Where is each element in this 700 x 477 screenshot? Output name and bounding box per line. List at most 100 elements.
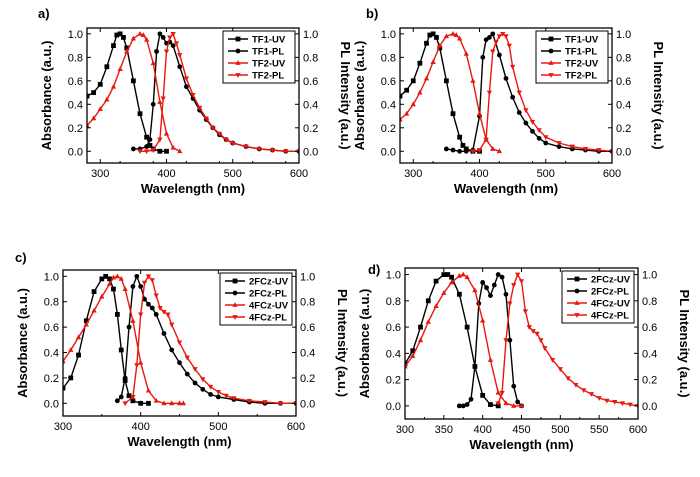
data-point — [457, 148, 463, 154]
data-point — [147, 142, 153, 148]
data-point — [464, 274, 470, 280]
legend-label: TF2-PL — [565, 71, 597, 82]
data-point — [569, 144, 575, 150]
y2-tick-label: 1.0 — [300, 271, 315, 283]
data-point — [609, 149, 612, 155]
data-point — [256, 146, 262, 152]
x-tick-label: 550 — [590, 424, 608, 436]
data-point — [117, 31, 123, 37]
data-point — [215, 394, 221, 400]
data-point — [443, 33, 450, 39]
data-point — [130, 284, 136, 289]
y-axis-title: Absorbance (a.u.) — [15, 288, 30, 398]
data-point — [76, 352, 81, 358]
chart-panel-1: a) 300 400 500 600 0.0 0.0 0.2 0.2 0.4 0.4 0.6 0.6 0.… — [38, 6, 353, 196]
y2-tick-label: 0.6 — [300, 322, 315, 334]
series-TF2-PL — [137, 31, 299, 155]
data-point — [160, 96, 166, 102]
data-point — [486, 90, 493, 96]
data-point — [97, 81, 103, 87]
data-point — [144, 144, 150, 149]
data-point — [103, 273, 109, 279]
data-point — [165, 312, 171, 318]
y-axis-title: Absorbance (a.u.) — [39, 41, 54, 151]
data-point — [503, 76, 509, 81]
data-point — [243, 144, 249, 150]
data-point — [192, 367, 198, 372]
y2-tick-label: 1.0 — [303, 29, 318, 41]
y2-tick-label: 0.4 — [300, 348, 315, 360]
data-point — [153, 397, 159, 403]
data-point — [470, 149, 476, 155]
data-point — [293, 401, 296, 407]
data-point — [157, 148, 163, 154]
x-axis-title: Wavelength (nm) — [469, 437, 573, 452]
data-point — [514, 272, 521, 278]
data-point — [490, 49, 496, 55]
data-point — [604, 398, 610, 404]
data-point — [114, 312, 120, 317]
data-point — [87, 93, 90, 99]
data-point — [573, 382, 579, 388]
data-point — [177, 148, 183, 154]
data-point — [200, 377, 206, 383]
x-tick-label: 600 — [290, 168, 308, 180]
legend-marker — [232, 302, 238, 307]
y2-tick-label: 0.0 — [616, 146, 631, 158]
data-point — [161, 400, 167, 406]
panel-label: a) — [38, 6, 50, 21]
data-point — [523, 120, 529, 126]
legend-label: TF1-UV — [252, 35, 286, 46]
data-point — [503, 34, 509, 40]
y-tick-label: 0.6 — [44, 322, 59, 334]
data-point — [549, 357, 556, 363]
y2-axis-title: PL Intensity (a.u.) — [651, 41, 666, 149]
data-point — [456, 291, 462, 297]
data-point — [518, 279, 525, 285]
data-point — [157, 99, 163, 104]
data-point — [425, 318, 431, 324]
legend-marker — [548, 48, 554, 54]
data-point — [91, 289, 97, 294]
data-point — [107, 276, 112, 282]
data-point — [491, 282, 497, 288]
legend-label: TF2-UV — [252, 59, 286, 70]
legend-marker — [548, 60, 554, 65]
data-point — [180, 400, 187, 406]
y-tick-label: 0.4 — [386, 348, 401, 360]
data-point — [405, 363, 408, 369]
series-TF2-PL — [470, 31, 612, 155]
data-point — [530, 128, 535, 134]
data-point — [434, 34, 439, 40]
data-point — [507, 301, 513, 307]
data-point — [430, 59, 436, 64]
data-point — [230, 141, 236, 146]
y2-tick-label: 0.0 — [300, 398, 315, 410]
data-point — [124, 48, 130, 54]
x-tick-label: 500 — [551, 424, 569, 436]
y2-tick-label: 0.6 — [642, 322, 657, 334]
series-line — [116, 274, 296, 404]
data-point — [503, 291, 509, 297]
data-point — [410, 353, 416, 358]
data-point — [231, 396, 237, 402]
data-point — [543, 135, 549, 141]
data-point — [472, 287, 478, 293]
y-tick-label: 0.6 — [68, 76, 83, 88]
data-point — [404, 87, 410, 93]
data-point — [157, 137, 163, 143]
legend-label: TF1-PL — [565, 47, 597, 58]
data-point — [464, 324, 470, 330]
data-point — [223, 393, 229, 399]
data-point — [526, 325, 532, 330]
data-point — [449, 274, 454, 280]
data-point — [177, 360, 182, 366]
data-point — [410, 78, 416, 84]
data-point — [443, 146, 449, 152]
data-point — [499, 274, 505, 280]
data-point — [169, 322, 175, 328]
data-point — [515, 399, 521, 405]
y2-tick-label: 0.6 — [616, 76, 631, 88]
data-point — [277, 401, 284, 407]
